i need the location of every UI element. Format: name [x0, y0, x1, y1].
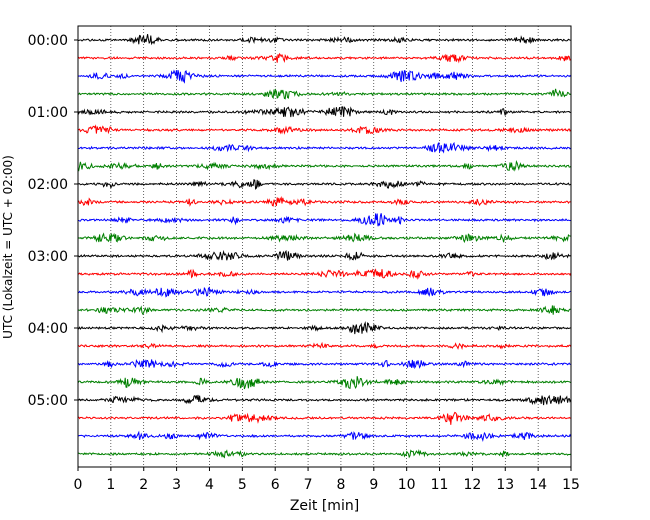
- seismic-trace: [77, 411, 572, 425]
- seismic-trace: [77, 69, 572, 84]
- seismic-trace: [77, 159, 572, 172]
- seismic-trace: [77, 232, 571, 244]
- y-axis-ticks: 00:00 01:00 02:00 03:00 04:00 05:00: [28, 33, 78, 409]
- x-tick-label: 10: [398, 477, 416, 493]
- seismic-trace: [77, 394, 572, 406]
- y-tick-label: 02:00: [28, 177, 68, 193]
- seismic-trace: [77, 196, 571, 207]
- y-tick-label: 05:00: [28, 393, 68, 409]
- seismic-trace: [77, 178, 572, 190]
- x-tick-label: 6: [271, 477, 280, 493]
- seismic-trace: [77, 305, 571, 316]
- seismic-trace: [77, 34, 571, 46]
- x-tick-label: 13: [496, 477, 514, 493]
- seismic-trace: [77, 321, 571, 335]
- x-axis-label: Zeit [min]: [290, 498, 359, 514]
- plot-area: [78, 26, 571, 467]
- x-tick-label: 12: [463, 477, 481, 493]
- seismic-trace: [77, 268, 572, 280]
- seismic-trace: [77, 358, 571, 370]
- seismic-trace: [77, 141, 572, 154]
- y-tick-label: 01:00: [28, 105, 68, 121]
- x-tick-label: 2: [139, 477, 148, 493]
- x-tick-label: 0: [74, 477, 83, 493]
- x-tick-label: 8: [336, 477, 345, 493]
- seismic-trace: [77, 430, 572, 442]
- seismic-trace: [77, 249, 572, 261]
- y-axis-label: UTC (Lokalzeit = UTC + 02:00): [1, 155, 15, 339]
- plot-frame: [77, 25, 572, 468]
- seismic-trace: [77, 52, 571, 64]
- seismic-trace: [77, 286, 571, 298]
- y-tick-label: 00:00: [28, 33, 68, 49]
- x-tick-label: 11: [431, 477, 449, 493]
- x-tick-label: 14: [529, 477, 547, 493]
- seismic-trace: [77, 124, 572, 135]
- x-tick-label: 7: [304, 477, 313, 493]
- y-tick-label: 03:00: [28, 249, 68, 265]
- seismic-trace: [77, 88, 572, 100]
- seismic-trace: [77, 376, 572, 390]
- x-tick-label: 4: [205, 477, 214, 493]
- seismic-trace: [77, 448, 572, 459]
- seismic-trace: [77, 213, 572, 227]
- seismic-traces: [77, 34, 572, 459]
- x-tick-label: 3: [172, 477, 181, 493]
- x-tick-label: 9: [369, 477, 378, 493]
- seismic-trace: [77, 341, 572, 350]
- x-tick-label: 5: [238, 477, 247, 493]
- x-tick-label: 15: [562, 477, 580, 493]
- y-tick-label: 04:00: [28, 321, 68, 337]
- x-axis-ticks: 0 1 2 3 4 5 6 7 8 9 10 11 12 13 14 15: [74, 467, 580, 493]
- seismic-trace: [77, 106, 571, 118]
- x-tick-label: 1: [106, 477, 115, 493]
